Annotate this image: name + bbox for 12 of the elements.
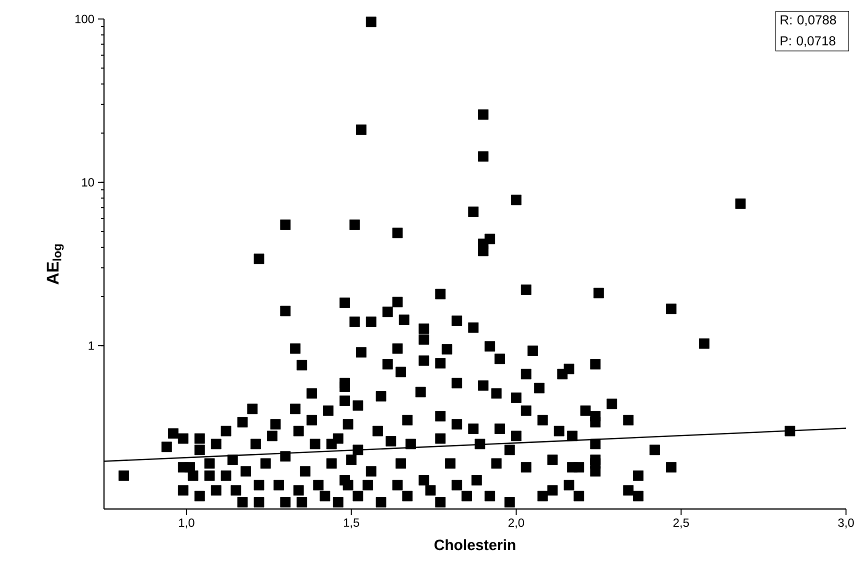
y-tick-label: 10 <box>82 178 94 187</box>
x-tick-label: 2,5 <box>673 518 689 528</box>
annotation: R: 0,0788 <box>780 15 836 26</box>
annotation: P: 0,0718 <box>780 36 836 47</box>
x-tick-label: 1,0 <box>179 518 194 528</box>
x-tick-label: 3,0 <box>838 518 854 528</box>
x-tick-label: 1,5 <box>344 518 360 528</box>
y-tick-label: 100 <box>75 14 94 24</box>
y-tick-label: 1 <box>88 342 94 350</box>
text: AE$_{log}$ <box>46 244 64 284</box>
x-axis-title: Cholesterin <box>434 539 516 550</box>
x-tick-label: 2,0 <box>508 518 524 528</box>
